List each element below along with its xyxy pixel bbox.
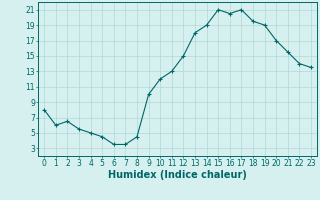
X-axis label: Humidex (Indice chaleur): Humidex (Indice chaleur)	[108, 170, 247, 180]
